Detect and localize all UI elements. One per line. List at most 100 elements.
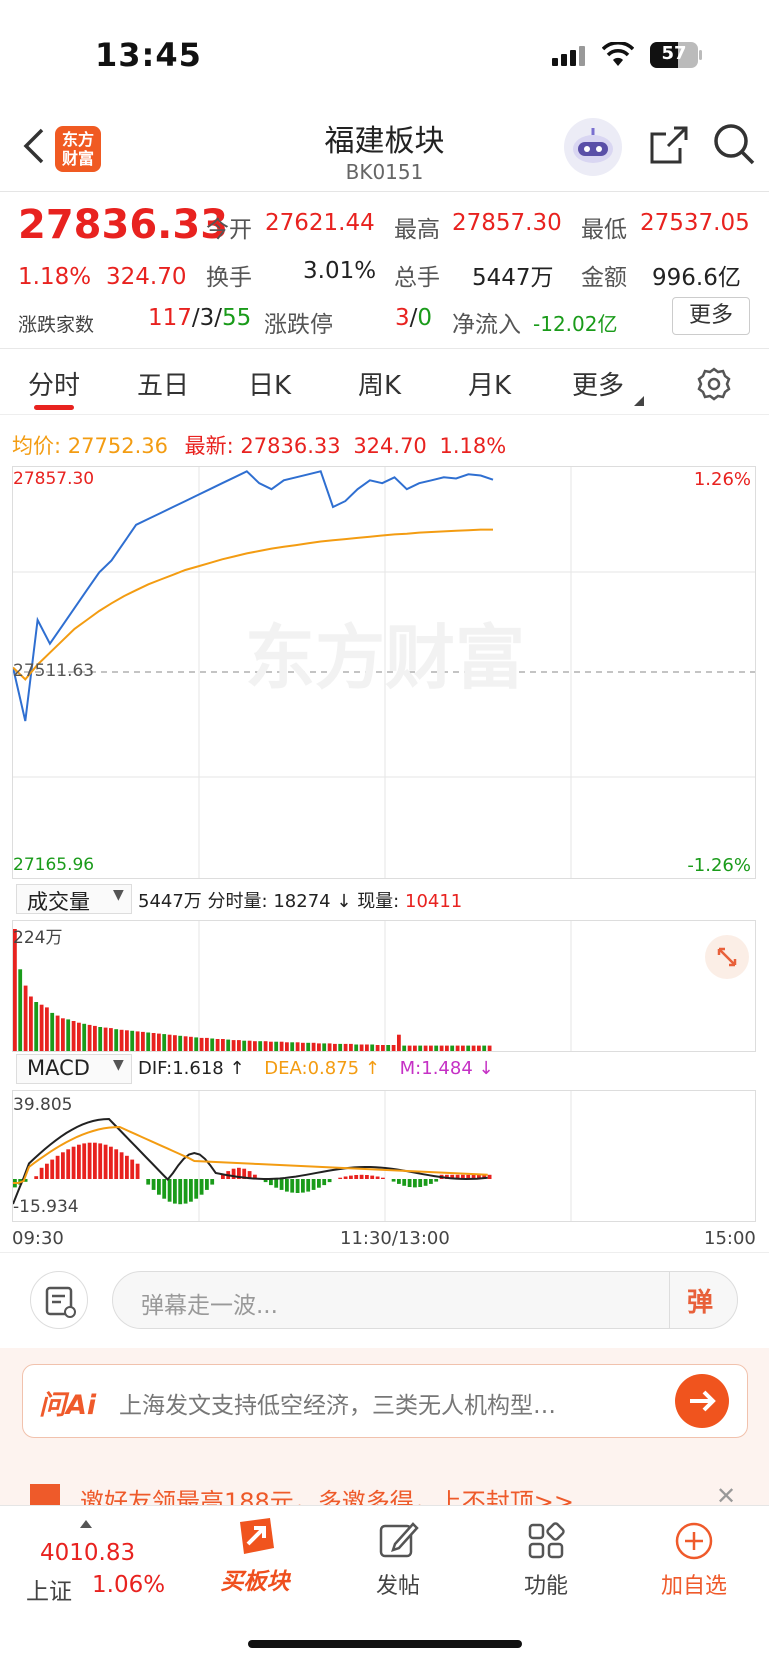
tab-five-day[interactable]: 五日 [137,371,190,401]
open-label: 今开 [206,217,252,243]
dea-value: DEA:0.875 [264,1058,360,1079]
macd-chart[interactable]: 39.805 -15.934 [12,1090,756,1222]
macd-histogram-bar [461,1174,465,1179]
turnover-value: 3.01% [303,258,377,284]
change-percent: 1.18% [18,264,92,290]
macd-histogram-bar [354,1175,359,1179]
x-label-mid: 11:30/13:00 [340,1228,450,1249]
macd-histogram-bar [221,1174,225,1179]
macd-histogram-bar [205,1179,209,1190]
volume-bar [82,1023,87,1051]
macd-histogram-bar [66,1149,71,1179]
volume-bar [125,1030,129,1051]
share-icon[interactable] [648,124,690,170]
volume-bar [365,1044,369,1051]
caret-down-icon: ▼ [113,1057,124,1073]
price-line [13,470,494,722]
volume-bar [77,1022,81,1051]
low-label: 最低 [581,217,627,243]
volume-bar [39,1004,44,1051]
macd-histogram-bar [50,1159,55,1179]
macd-histogram-bar [189,1179,193,1202]
volume-bar [221,1039,225,1051]
current-price: 27836.33 [18,202,229,248]
post-button[interactable]: 发帖 [346,1520,450,1600]
volume-bar [471,1045,476,1051]
add-watchlist-button[interactable]: 加自选 [642,1520,746,1600]
danmu-input[interactable]: 弹幕走一波... 弹 [112,1271,738,1329]
tab-day-k[interactable]: 日K [248,371,292,401]
function-button[interactable]: 功能 [494,1520,598,1600]
netflow-value: -12.02亿 [533,312,618,336]
volume-chart[interactable]: 224万 [12,920,756,1052]
tab-month-k[interactable]: 月K [468,371,512,401]
macd-selector[interactable]: MACD ▼ [16,1054,132,1084]
volume-bar [167,1034,172,1051]
volume-bar [306,1042,311,1051]
back-icon[interactable] [18,126,48,166]
bottom-nav: 4010.83 上证 1.06% 买板块 发帖 功能 加自选 [0,1505,769,1665]
macd-histogram-bar [365,1175,369,1179]
macd-histogram-bar [359,1174,364,1179]
macd-histogram-bar [455,1174,460,1179]
volume-bar [429,1045,433,1051]
macd-histogram-bar [397,1179,401,1184]
macd-histogram-bar [55,1155,60,1179]
tab-fenshi[interactable]: 分时 [28,371,81,401]
limit-down: 0 [417,305,433,331]
macd-histogram-bar [322,1179,327,1186]
ai-logo: 问Ai [39,1390,97,1421]
volume-bar [242,1040,247,1051]
volume-bar [311,1042,316,1051]
promo-text: 邀好友领最高188元，多邀多得，上不封顶>> [80,1488,575,1506]
latest-pct: 1.18% [439,434,507,458]
close-icon[interactable]: ✕ [716,1482,737,1506]
volume-bar [210,1038,215,1051]
search-icon[interactable] [712,122,756,170]
volume-bar [290,1042,295,1051]
macd-histogram-bar [82,1143,87,1179]
macd-histogram-bar [477,1174,481,1179]
volume-bar [157,1033,161,1051]
more-button[interactable]: 更多 [672,297,750,335]
expand-icon[interactable] [705,935,749,979]
macd-histogram-bar [194,1179,199,1199]
pct-bottom-label: -1.26% [687,855,751,876]
signal-icon [552,44,588,70]
tab-week-k[interactable]: 周K [358,371,402,401]
ai-bar[interactable]: 问Ai 上海发文支持低空经济，三类无人机构型… [22,1364,748,1438]
volume-total: 5447万 [138,891,202,912]
macd-histogram-bar [253,1174,257,1179]
avg-label: 均价: [12,434,62,458]
macd-histogram-bar [87,1142,92,1179]
macd-histogram-bar [391,1179,396,1182]
macd-histogram-bar [343,1176,348,1179]
board-code: BK0151 [345,160,424,184]
volume-bar [466,1045,471,1051]
robot-assistant-icon[interactable] [564,118,622,176]
volume-bar [215,1039,220,1051]
arrow-right-icon[interactable] [675,1374,729,1428]
tab-more[interactable]: 更多 [572,371,625,401]
macd-histogram-bar [471,1174,476,1179]
macd-histogram-bar [157,1179,161,1195]
volume-bar [402,1045,407,1051]
macd-histogram-bar [130,1159,135,1179]
promo-banner[interactable]: 邀好友领最高188元，多邀多得，上不封顶>> ✕ [0,1470,769,1506]
settings-gear-icon[interactable] [697,367,731,405]
buy-board-button[interactable]: 买板块 [200,1516,310,1606]
danmu-toggle-icon[interactable]: 弹 [687,1288,714,1318]
volume-bar [386,1045,391,1051]
macd-histogram-bar [77,1144,81,1179]
volume-bar [413,1045,417,1051]
macd-histogram-bar [162,1179,167,1199]
volume-selector[interactable]: 成交量 ▼ [16,884,132,914]
volume-bar [381,1045,385,1051]
macd-histogram-bar [301,1179,305,1193]
y-min-label: 27165.96 [13,855,95,875]
breadth-label: 涨跌家数 [18,314,95,336]
volume-bar [253,1041,257,1051]
index-ticker[interactable]: 4010.83 上证 1.06% [22,1520,172,1605]
price-chart[interactable]: 东方财富 27857.30 27511.63 27165.96 1.26% -1… [12,466,756,879]
notes-icon[interactable] [30,1271,88,1329]
